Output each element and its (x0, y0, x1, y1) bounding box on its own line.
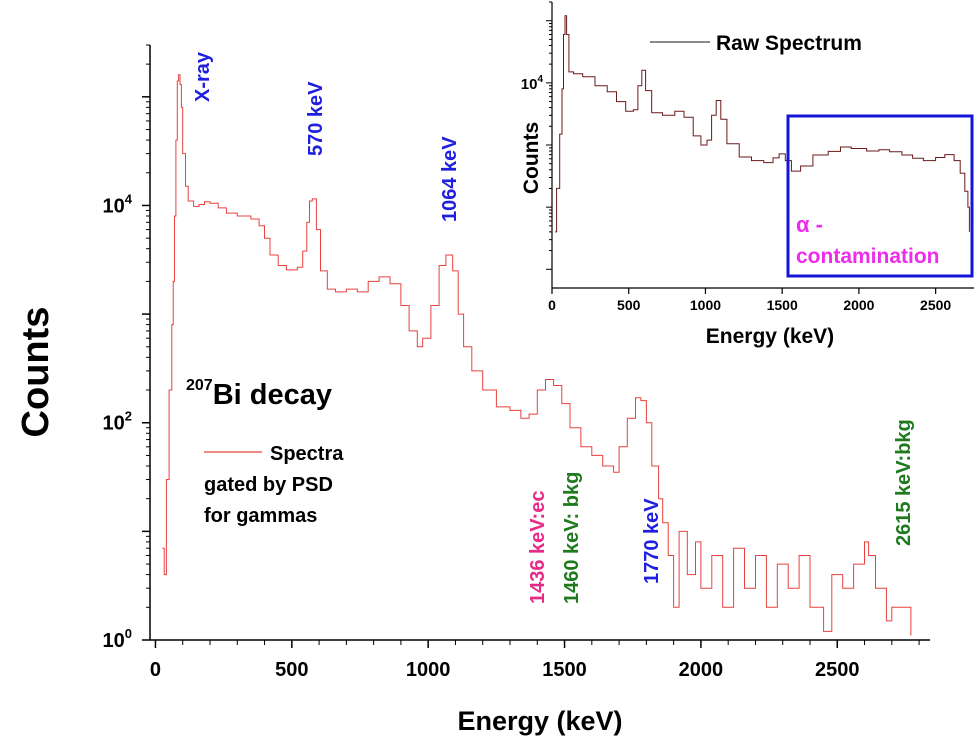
annotation-x-ray: X-ray (192, 51, 214, 102)
inset-spectrum-line (555, 15, 970, 233)
main-x-tick-label: 1000 (406, 659, 451, 681)
main-legend-label-3: for gammas (204, 505, 317, 527)
alpha-contamination-box (786, 114, 974, 278)
inset-x-tick-label: 2500 (920, 297, 951, 313)
decay-title: 207Bi decay (186, 377, 332, 411)
alpha-contamination-label: contamination (796, 245, 940, 268)
main-x-axis-label: Energy (keV) (457, 706, 622, 736)
inset-x-tick-label: 1500 (767, 297, 798, 313)
inset-x-tick-label: 1000 (690, 297, 721, 313)
main-y-tick-label: 104 (103, 191, 133, 217)
main-legend: Spectra gated by PSD for gammas (204, 443, 344, 527)
annotation-1064-kev: 1064 keV (439, 136, 461, 222)
inset-x-tick-label: 2000 (843, 297, 874, 313)
main-y-tick-label: 100 (103, 626, 132, 652)
annotation-1770-kev: 1770 keV (641, 498, 663, 584)
annotation-1460-kev-bkg: 1460 keV: bkg (561, 472, 583, 604)
main-x-ticks: 0 500 1000 1500 2000 2500 (150, 640, 920, 681)
main-x-tick-label: 2500 (815, 659, 860, 681)
inset-x-axis-label: Energy (keV) (706, 325, 834, 348)
decay-title-text: Bi decay (213, 379, 332, 411)
main-x-tick-label: 500 (275, 659, 308, 681)
inset-chart: 0 500 1000 1500 2000 2500 104 Energy (keV) Co… (520, 1, 974, 348)
peak-annotations: X-ray 570 keV 1064 keV 1436 keV:ec 1460 … (192, 51, 915, 604)
main-y-tick-label: 102 (103, 409, 132, 435)
main-x-tick-label: 2000 (679, 659, 724, 681)
inset-y-axis-label: Counts (520, 122, 543, 194)
inset-x-tick-label: 0 (548, 297, 556, 313)
inset-legend: Raw Spectrum (650, 32, 862, 55)
inset-x-tick-label: 500 (617, 297, 641, 313)
annotation-1436-kev-ec: 1436 keV:ec (527, 491, 549, 604)
inset-legend-label: Raw Spectrum (716, 32, 862, 55)
annotation-2615-kev-bkg: 2615 keV:bkg (893, 419, 915, 546)
main-spectrum-line (162, 74, 912, 636)
inset-y-ticks: 104 (521, 1, 552, 270)
main-x-tick-label: 0 (150, 659, 161, 681)
main-legend-label-1: Spectra (270, 443, 344, 465)
inset-y-tick-label: 104 (521, 74, 544, 93)
inset-x-ticks: 0 500 1000 1500 2000 2500 (548, 288, 951, 313)
main-y-axis-label: Counts (15, 307, 57, 438)
annotation-570-kev: 570 keV (305, 81, 327, 156)
main-axes (149, 45, 930, 641)
inset-background (552, 2, 974, 288)
decay-title-isotope: 207 (186, 377, 213, 394)
main-y-ticks: 100 102 104 (103, 44, 150, 652)
alpha-contamination-symbol: α - (796, 212, 823, 237)
main-legend-label-2: gated by PSD (204, 474, 333, 496)
main-x-tick-label: 1500 (542, 659, 587, 681)
